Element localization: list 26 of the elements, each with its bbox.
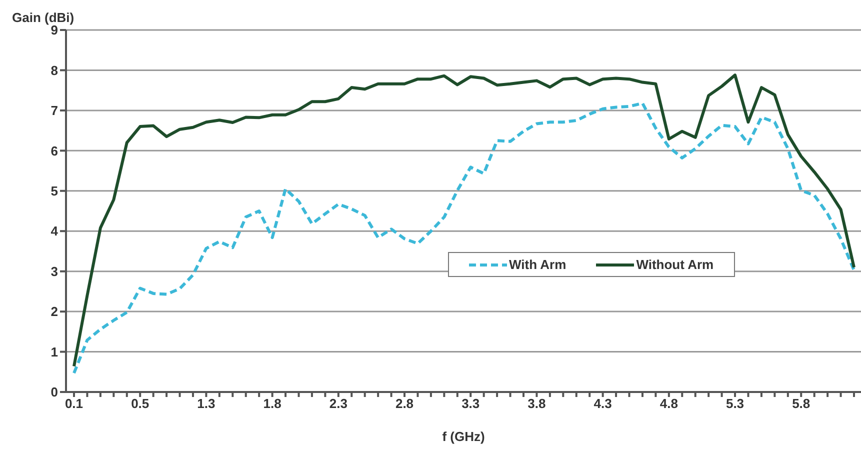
y-tick-label: 9 <box>50 22 58 38</box>
legend-label: Without Arm <box>635 257 714 272</box>
y-axis-title: Gain (dBi) <box>12 10 74 25</box>
x-tick-label: 2.8 <box>395 396 414 412</box>
x-tick-label: 5.8 <box>792 396 810 412</box>
y-tick-label: 7 <box>50 103 58 118</box>
y-tick-label: 6 <box>50 143 58 158</box>
x-axis-title: f (GHz) <box>442 429 485 444</box>
x-tick-label: 3.3 <box>462 396 480 412</box>
y-tick-label: 3 <box>50 264 58 279</box>
x-tick-label: 0.5 <box>131 396 150 412</box>
x-tick-label: 2.3 <box>329 396 348 412</box>
x-tick-label: 0.1 <box>64 396 84 412</box>
y-tick-label: 2 <box>50 304 58 320</box>
x-tick-label: 1.3 <box>197 396 216 412</box>
x-tick-label: 4.3 <box>594 396 612 412</box>
x-tick-label: 5.3 <box>726 396 744 412</box>
y-tick-label: 1 <box>50 344 58 360</box>
y-tick-label: 4 <box>50 224 59 239</box>
x-tick-label: 1.8 <box>263 396 282 412</box>
x-tick-label: 3.8 <box>528 396 546 412</box>
y-tick-label: 0 <box>50 384 58 400</box>
x-tick-label: 4.8 <box>660 396 678 412</box>
legend-label: With Arm <box>508 257 566 272</box>
y-tick-label: 5 <box>50 184 58 199</box>
y-tick-label: 8 <box>50 62 58 78</box>
